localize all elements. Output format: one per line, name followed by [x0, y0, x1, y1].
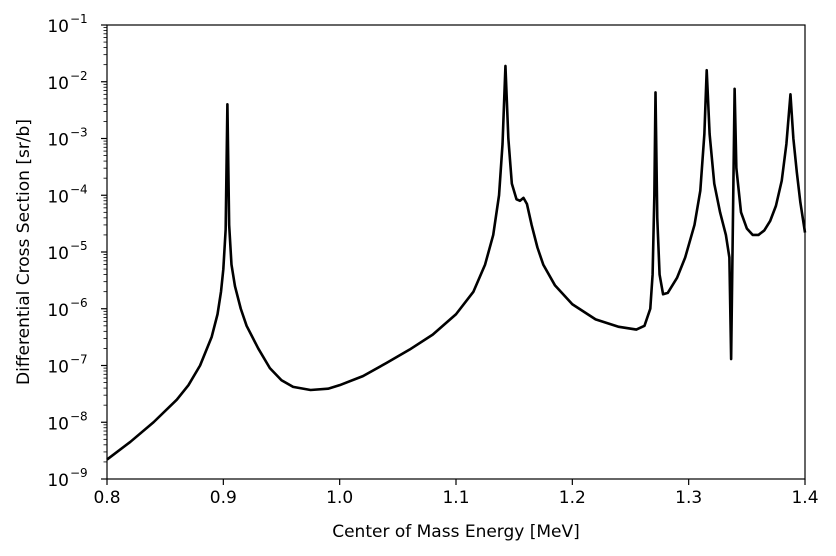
- y-tick-exponent: −6: [70, 296, 88, 310]
- x-axis-ticks: 0.8 0.9 1.0 1.1 1.2 1.3 1.4: [93, 479, 819, 508]
- y-tick-label: 10: [47, 301, 69, 321]
- series-line-0: [106, 64, 807, 461]
- y-tick-exponent: −9: [70, 466, 88, 480]
- x-axis-label: Center of Mass Energy [MeV]: [332, 522, 580, 542]
- y-tick-label: 10: [47, 131, 69, 151]
- x-tick-label: 1.1: [442, 488, 469, 508]
- plot-frame: [106, 24, 806, 480]
- y-tick-exponent: −7: [70, 353, 88, 367]
- y-tick-label: 10: [47, 17, 69, 37]
- y-tick-exponent: −5: [70, 239, 88, 253]
- y-axis-ticks: 10−910−810−710−610−510−410−310−210−1: [47, 12, 107, 491]
- y-tick-label: 10: [47, 414, 69, 434]
- y-axis-label: Differential Cross Section [sr/b]: [14, 119, 34, 385]
- x-tick-label: 0.8: [93, 488, 120, 508]
- y-tick-label: 10: [47, 358, 69, 378]
- y-tick-label: 10: [47, 471, 69, 491]
- x-tick-label: 0.9: [210, 488, 237, 508]
- y-tick-exponent: −8: [70, 409, 88, 423]
- x-tick-label: 1.4: [791, 488, 818, 508]
- y-tick-exponent: −1: [70, 12, 88, 26]
- y-tick-exponent: −2: [70, 69, 88, 83]
- y-tick-label: 10: [47, 187, 69, 207]
- plot-lines: [106, 64, 807, 461]
- y-tick-label: 10: [47, 244, 69, 264]
- y-tick-exponent: −3: [70, 126, 88, 140]
- x-tick-label: 1.3: [675, 488, 702, 508]
- x-tick-label: 1.2: [559, 488, 586, 508]
- x-tick-label: 1.0: [326, 488, 353, 508]
- y-tick-label: 10: [47, 74, 69, 94]
- y-tick-exponent: −4: [70, 182, 88, 196]
